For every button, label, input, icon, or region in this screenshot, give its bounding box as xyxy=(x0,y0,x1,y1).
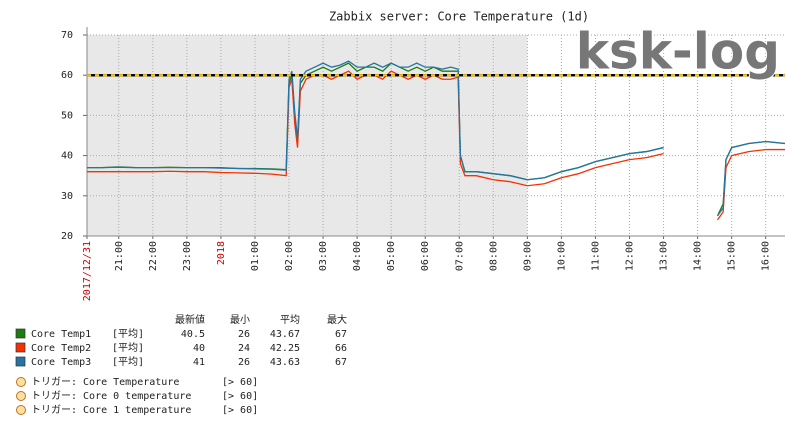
legend-value: 66 xyxy=(335,343,347,354)
x-tick-label: 21:00 xyxy=(114,241,125,271)
x-tick-label: 09:00 xyxy=(522,241,533,271)
legend-value: 40.5 xyxy=(181,329,205,340)
legend-func: [平均] xyxy=(112,356,144,368)
y-tick-label: 60 xyxy=(61,70,73,81)
trigger-name: トリガー: Core 1 temperature xyxy=(31,404,191,416)
legend-value: 42.25 xyxy=(270,343,300,354)
trigger-threshold: [> 60] xyxy=(222,405,258,416)
series-line xyxy=(716,148,785,221)
x-tick-label: 05:00 xyxy=(386,241,397,271)
legend-name: Core Temp1 xyxy=(31,329,91,340)
legend-value: 43.63 xyxy=(270,357,300,368)
x-tick-label: 04:00 xyxy=(352,241,363,271)
legend-value: 26 xyxy=(238,357,250,368)
x-tick-label: 12:00 xyxy=(625,241,636,271)
legend-swatch xyxy=(15,356,26,367)
legend-header: 最小 xyxy=(230,314,250,326)
legend-value: 67 xyxy=(335,357,347,368)
series-line xyxy=(716,140,786,217)
legend-name: Core Temp3 xyxy=(31,357,91,368)
y-tick-label: 20 xyxy=(61,231,73,242)
chart-title: Zabbix server: Core Temperature (1d) xyxy=(329,10,589,24)
x-tick-label: 08:00 xyxy=(488,241,499,271)
x-tick-label: 13:00 xyxy=(659,241,670,271)
y-tick-label: 40 xyxy=(61,151,73,162)
legend-value: 41 xyxy=(193,357,205,368)
legend-swatch xyxy=(15,342,26,353)
trigger-threshold: [> 60] xyxy=(222,377,258,388)
y-tick-label: 30 xyxy=(61,191,73,202)
legend-header: 最新値 xyxy=(175,313,205,326)
x-tick-label: 06:00 xyxy=(420,241,431,271)
x-tick-label: 01:00 xyxy=(250,241,261,271)
x-tick-label: 15:00 xyxy=(727,241,738,271)
trigger-icon xyxy=(16,377,26,387)
x-tick-label: 22:00 xyxy=(148,241,159,271)
trigger-name: トリガー: Core Temperature xyxy=(31,376,179,388)
legend-value: 26 xyxy=(238,329,250,340)
y-tick-label: 70 xyxy=(61,30,73,41)
x-tick-label: 03:00 xyxy=(318,241,329,271)
x-tick-label: 14:00 xyxy=(693,241,704,271)
legend-header: 最大 xyxy=(327,313,347,326)
legend-name: Core Temp2 xyxy=(31,343,91,354)
legend-func: [平均] xyxy=(112,328,144,340)
x-tick-label: 02:00 xyxy=(284,241,295,271)
x-tick-label: 16:00 xyxy=(761,241,772,271)
legend-value: 43.67 xyxy=(270,329,300,340)
legend-swatch xyxy=(15,328,26,339)
watermark: ksk-log xyxy=(576,23,780,81)
y-tick-label: 50 xyxy=(61,110,73,121)
x-tick-label: 07:00 xyxy=(454,241,465,271)
legend-value: 67 xyxy=(335,329,347,340)
trigger-threshold: [> 60] xyxy=(222,391,258,402)
legend-func: [平均] xyxy=(112,342,144,354)
trigger-icon xyxy=(16,405,26,415)
x-tick-label: 10:00 xyxy=(556,241,567,271)
legend-value: 24 xyxy=(238,343,250,354)
trigger-name: トリガー: Core 0 temperature xyxy=(31,390,191,402)
x-tick-label: 2017/12/31 xyxy=(82,241,93,301)
x-tick-label: 11:00 xyxy=(590,241,601,271)
legend-header: 平均 xyxy=(280,314,300,326)
trigger-icon xyxy=(16,391,26,401)
x-tick-label: 23:00 xyxy=(182,241,193,271)
legend-value: 40 xyxy=(193,343,205,354)
series-line xyxy=(87,60,664,181)
x-tick-label: 2018 xyxy=(216,241,227,265)
